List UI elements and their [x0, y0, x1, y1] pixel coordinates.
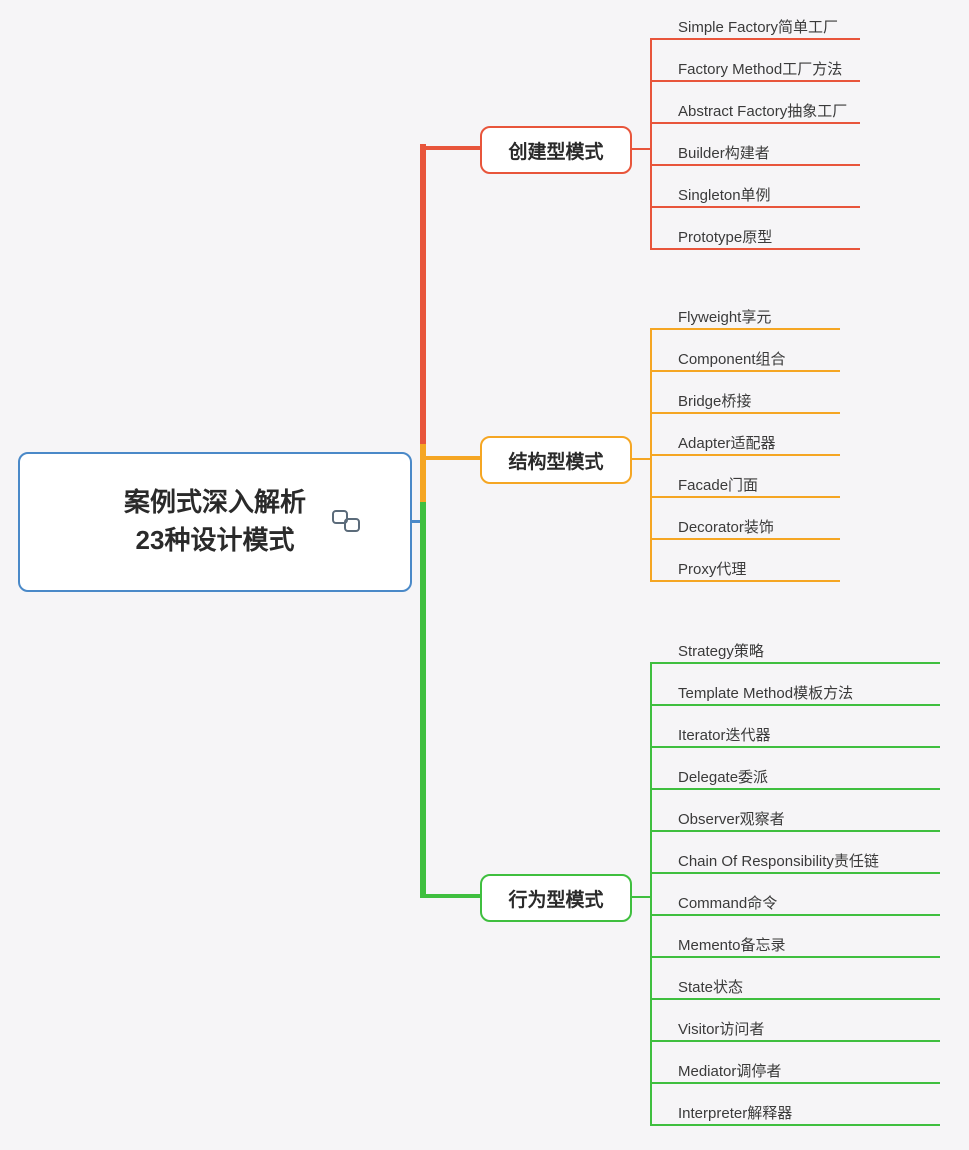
leaf-underline [650, 580, 840, 582]
leaf-underline [650, 788, 940, 790]
leaf-underline [650, 412, 840, 414]
leaf-behavioral-11[interactable]: Interpreter解释器 [678, 1102, 792, 1123]
branch-to-leaves-connector [632, 896, 650, 898]
leaf-underline [650, 38, 860, 40]
leaf-underline [650, 496, 840, 498]
leaf-underline [650, 1124, 940, 1126]
leaf-behavioral-5[interactable]: Chain Of Responsibility责任链 [678, 850, 879, 871]
leaf-underline [650, 914, 940, 916]
branch-to-leaves-connector [632, 458, 650, 460]
leaf-behavioral-0[interactable]: Strategy策略 [678, 640, 764, 661]
leaf-underline [650, 662, 940, 664]
trunk-segment [420, 502, 426, 898]
leaf-structural-6[interactable]: Proxy代理 [678, 558, 746, 579]
leaf-vline [650, 38, 652, 248]
leaf-underline [650, 370, 840, 372]
leaf-underline [650, 830, 940, 832]
leaf-behavioral-6[interactable]: Command命令 [678, 892, 777, 913]
leaf-creational-3[interactable]: Builder构建者 [678, 142, 770, 163]
leaf-structural-4[interactable]: Facade门面 [678, 474, 758, 495]
branch-node-structural[interactable]: 结构型模式 [480, 436, 632, 484]
leaf-behavioral-1[interactable]: Template Method模板方法 [678, 682, 853, 703]
link-icon [332, 510, 360, 538]
leaf-behavioral-10[interactable]: Mediator调停者 [678, 1060, 781, 1081]
leaf-behavioral-2[interactable]: Iterator迭代器 [678, 724, 771, 745]
leaf-structural-1[interactable]: Component组合 [678, 348, 786, 369]
leaf-creational-1[interactable]: Factory Method工厂方法 [678, 58, 842, 79]
leaf-creational-2[interactable]: Abstract Factory抽象工厂 [678, 100, 847, 121]
trunk-segment [420, 144, 426, 444]
leaf-underline [650, 328, 840, 330]
leaf-underline [650, 746, 940, 748]
leaf-underline [650, 206, 860, 208]
leaf-behavioral-8[interactable]: State状态 [678, 976, 743, 997]
branch-to-leaves-connector [632, 148, 650, 150]
branch-connector [420, 146, 480, 150]
trunk-segment [420, 444, 426, 502]
leaf-underline [650, 998, 940, 1000]
leaf-underline [650, 454, 840, 456]
leaf-underline [650, 956, 940, 958]
leaf-underline [650, 538, 840, 540]
leaf-structural-0[interactable]: Flyweight享元 [678, 306, 771, 327]
leaf-creational-5[interactable]: Prototype原型 [678, 226, 772, 247]
leaf-underline [650, 704, 940, 706]
leaf-underline [650, 80, 860, 82]
leaf-structural-2[interactable]: Bridge桥接 [678, 390, 751, 411]
leaf-behavioral-9[interactable]: Visitor访问者 [678, 1018, 764, 1039]
leaf-behavioral-4[interactable]: Observer观察者 [678, 808, 785, 829]
leaf-behavioral-7[interactable]: Memento备忘录 [678, 934, 786, 955]
leaf-underline [650, 164, 860, 166]
leaf-creational-4[interactable]: Singleton单例 [678, 184, 771, 205]
leaf-underline [650, 1082, 940, 1084]
leaf-structural-5[interactable]: Decorator装饰 [678, 516, 774, 537]
leaf-structural-3[interactable]: Adapter适配器 [678, 432, 776, 453]
leaf-underline [650, 122, 860, 124]
leaf-underline [650, 872, 940, 874]
leaf-underline [650, 1040, 940, 1042]
branch-node-creational[interactable]: 创建型模式 [480, 126, 632, 174]
leaf-creational-0[interactable]: Simple Factory简单工厂 [678, 16, 838, 37]
branch-node-behavioral[interactable]: 行为型模式 [480, 874, 632, 922]
leaf-underline [650, 248, 860, 250]
leaf-behavioral-3[interactable]: Delegate委派 [678, 766, 768, 787]
branch-connector [420, 894, 480, 898]
root-connector [412, 520, 420, 523]
branch-connector [420, 456, 480, 460]
leaf-vline [650, 662, 652, 1124]
